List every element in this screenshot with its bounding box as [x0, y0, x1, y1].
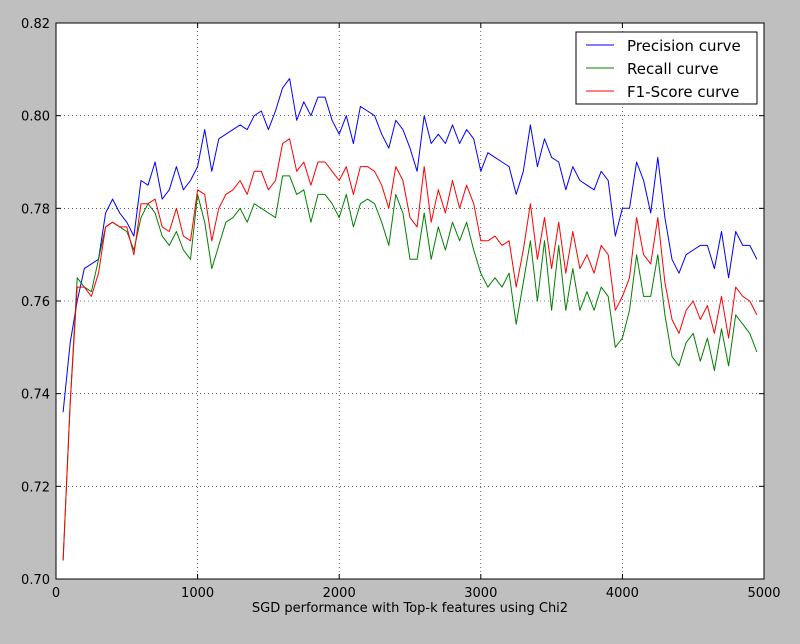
x-tick-label: 0 [52, 586, 60, 601]
grid-layer [56, 23, 764, 579]
legend-label: Precision curve [627, 37, 741, 55]
y-tick-label: 0.74 [21, 388, 50, 403]
y-tick-label: 0.76 [21, 295, 50, 310]
plot-area [56, 23, 764, 579]
tick-layer: 0 1000 2000 3000 4000 5000 0.70 0.72 0.74 0.76 0.7… [21, 17, 781, 601]
legend: Precision curve Recall curve F1-Score curv… [575, 31, 758, 105]
y-tick-label: 0.82 [21, 17, 50, 32]
y-tick-label: 0.78 [21, 202, 50, 217]
y-tick-label: 0.70 [21, 573, 50, 588]
series-line-f1-score-curve [62, 138, 758, 561]
series-layer [62, 78, 758, 561]
legend-label: F1-Score curve [627, 83, 739, 101]
x-tick-label: 5000 [747, 586, 780, 601]
series-line-recall-curve [62, 175, 758, 561]
y-tick-label: 0.72 [21, 480, 50, 495]
x-tick-label: 1000 [181, 586, 214, 601]
x-tick-label: 3000 [464, 586, 497, 601]
y-tick-label: 0.80 [21, 110, 50, 125]
series-line-precision-curve [62, 78, 758, 413]
x-tick-label: 2000 [323, 586, 356, 601]
x-axis-label: SGD performance with Top-k features usin… [252, 601, 568, 616]
legend-label: Recall curve [627, 60, 719, 78]
x-tick-label: 4000 [606, 586, 639, 601]
